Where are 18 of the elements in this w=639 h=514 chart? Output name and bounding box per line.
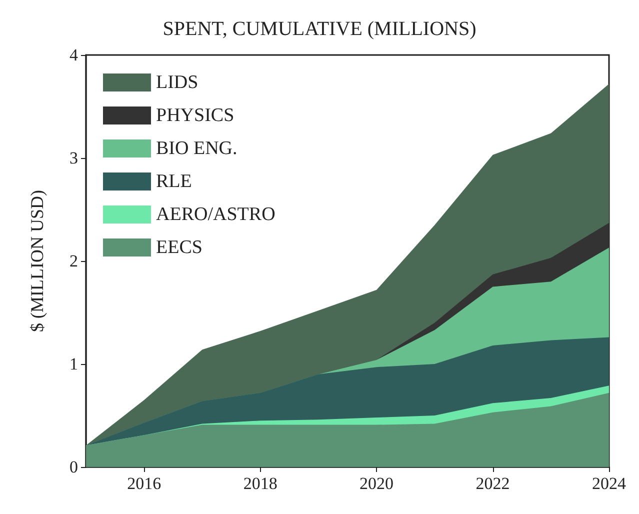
y-tick-label: 0 (70, 458, 78, 476)
x-tick-label: 2020 (360, 474, 394, 493)
legend-label: AERO/ASTRO (156, 204, 276, 225)
x-tick-label: 2016 (127, 474, 162, 493)
y-tick-label: 4 (70, 46, 78, 64)
x-tick-label: 2024 (592, 474, 626, 493)
legend-label: RLE (156, 171, 192, 192)
y-axis-title: $ (MILLION USD) (27, 190, 47, 332)
x-tick-label: 2022 (476, 474, 510, 493)
legend-label: EECS (156, 237, 202, 258)
legend-label: BIO ENG. (156, 138, 238, 159)
x-tick-label: 2018 (243, 474, 278, 493)
chart-title: SPENT, CUMULATIVE (MILLIONS) (162, 18, 476, 40)
legend-label: PHYSICS (156, 105, 234, 126)
legend-label: LIDS (156, 72, 198, 93)
y-tick-label: 3 (70, 148, 78, 168)
y-tick-label: 2 (70, 252, 78, 270)
y-tick-label: 1 (70, 354, 78, 374)
